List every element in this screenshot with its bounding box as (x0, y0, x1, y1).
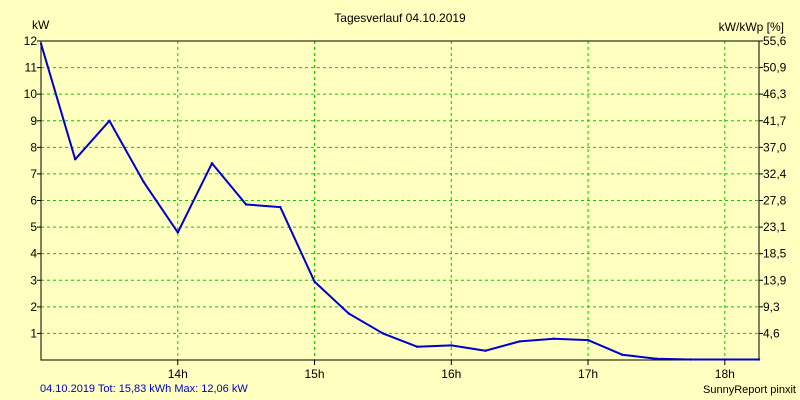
y-tick-label-right: 18,5 (763, 247, 787, 261)
data-point (108, 119, 111, 123)
data-point (552, 337, 556, 340)
x-tick-label: 15h (305, 367, 325, 381)
data-point (484, 349, 487, 352)
y-tick-label-left: 6 (30, 194, 37, 208)
y-tick-label-left: 3 (30, 273, 37, 287)
data-point (655, 357, 658, 360)
data-point (518, 340, 521, 343)
data-point (244, 203, 248, 206)
data-point (415, 345, 419, 348)
y-tick-label-left: 11 (25, 61, 38, 75)
y-tick-label-right: 27,8 (763, 194, 787, 208)
data-point (176, 231, 179, 234)
y-tick-label-right: 23,1 (763, 220, 787, 234)
data-point (450, 344, 453, 347)
data-point (39, 42, 43, 45)
x-tick-label: 18h (715, 367, 735, 381)
y-tick-label-right: 41,7 (763, 114, 787, 128)
data-point (347, 312, 350, 315)
y-tick-label-left: 1 (30, 326, 37, 340)
y-tick-label-right: 55,6 (763, 34, 787, 48)
data-point (689, 358, 692, 361)
series-line (40, 43, 759, 361)
data-point (210, 162, 214, 165)
y-tick-label-left: 8 (30, 140, 37, 154)
y-axis-left-label: kW (32, 18, 50, 32)
y-tick-label-right: 32,4 (763, 167, 787, 181)
data-point (757, 358, 761, 361)
y-tick-label-right: 4,6 (763, 326, 780, 340)
y-tick-label-right: 50,9 (763, 61, 787, 75)
credit-footer: SunnyReport pinxit (703, 384, 796, 396)
data-point (142, 180, 145, 184)
y-tick-label-left: 5 (30, 220, 37, 234)
chart-title: Tagesverlauf 04.10.2019 (334, 11, 466, 25)
data-point (313, 280, 316, 283)
plot-frame (40, 40, 760, 361)
x-tick-label: 14h (168, 367, 188, 381)
y-tick-label-right: 13,9 (763, 273, 787, 287)
y-axis-right-label: kW/kWp [%] (718, 20, 784, 34)
y-tick-label-left: 2 (30, 300, 37, 314)
y-tick-label-left: 9 (30, 114, 37, 128)
y-tick-label-right: 46,3 (763, 87, 787, 101)
y-tick-label-left: 12 (24, 34, 38, 48)
data-point (74, 158, 77, 161)
y-tick-label-right: 9,3 (763, 300, 780, 314)
data-point (586, 338, 590, 342)
y-tick-label-left: 10 (24, 87, 38, 101)
data-point (279, 205, 282, 209)
y-tick-label-left: 4 (30, 247, 37, 261)
x-tick-label: 16h (441, 367, 461, 381)
y-tick-label-left: 7 (30, 167, 37, 181)
data-point (381, 332, 385, 335)
y-tick-label-right: 37,0 (763, 140, 787, 154)
x-tick-label: 17h (578, 367, 598, 381)
data-point (723, 358, 726, 361)
data-point (621, 353, 624, 356)
summary-footer: 04.10.2019 Tot: 15,83 kWh Max: 12,06 kW (40, 383, 248, 395)
